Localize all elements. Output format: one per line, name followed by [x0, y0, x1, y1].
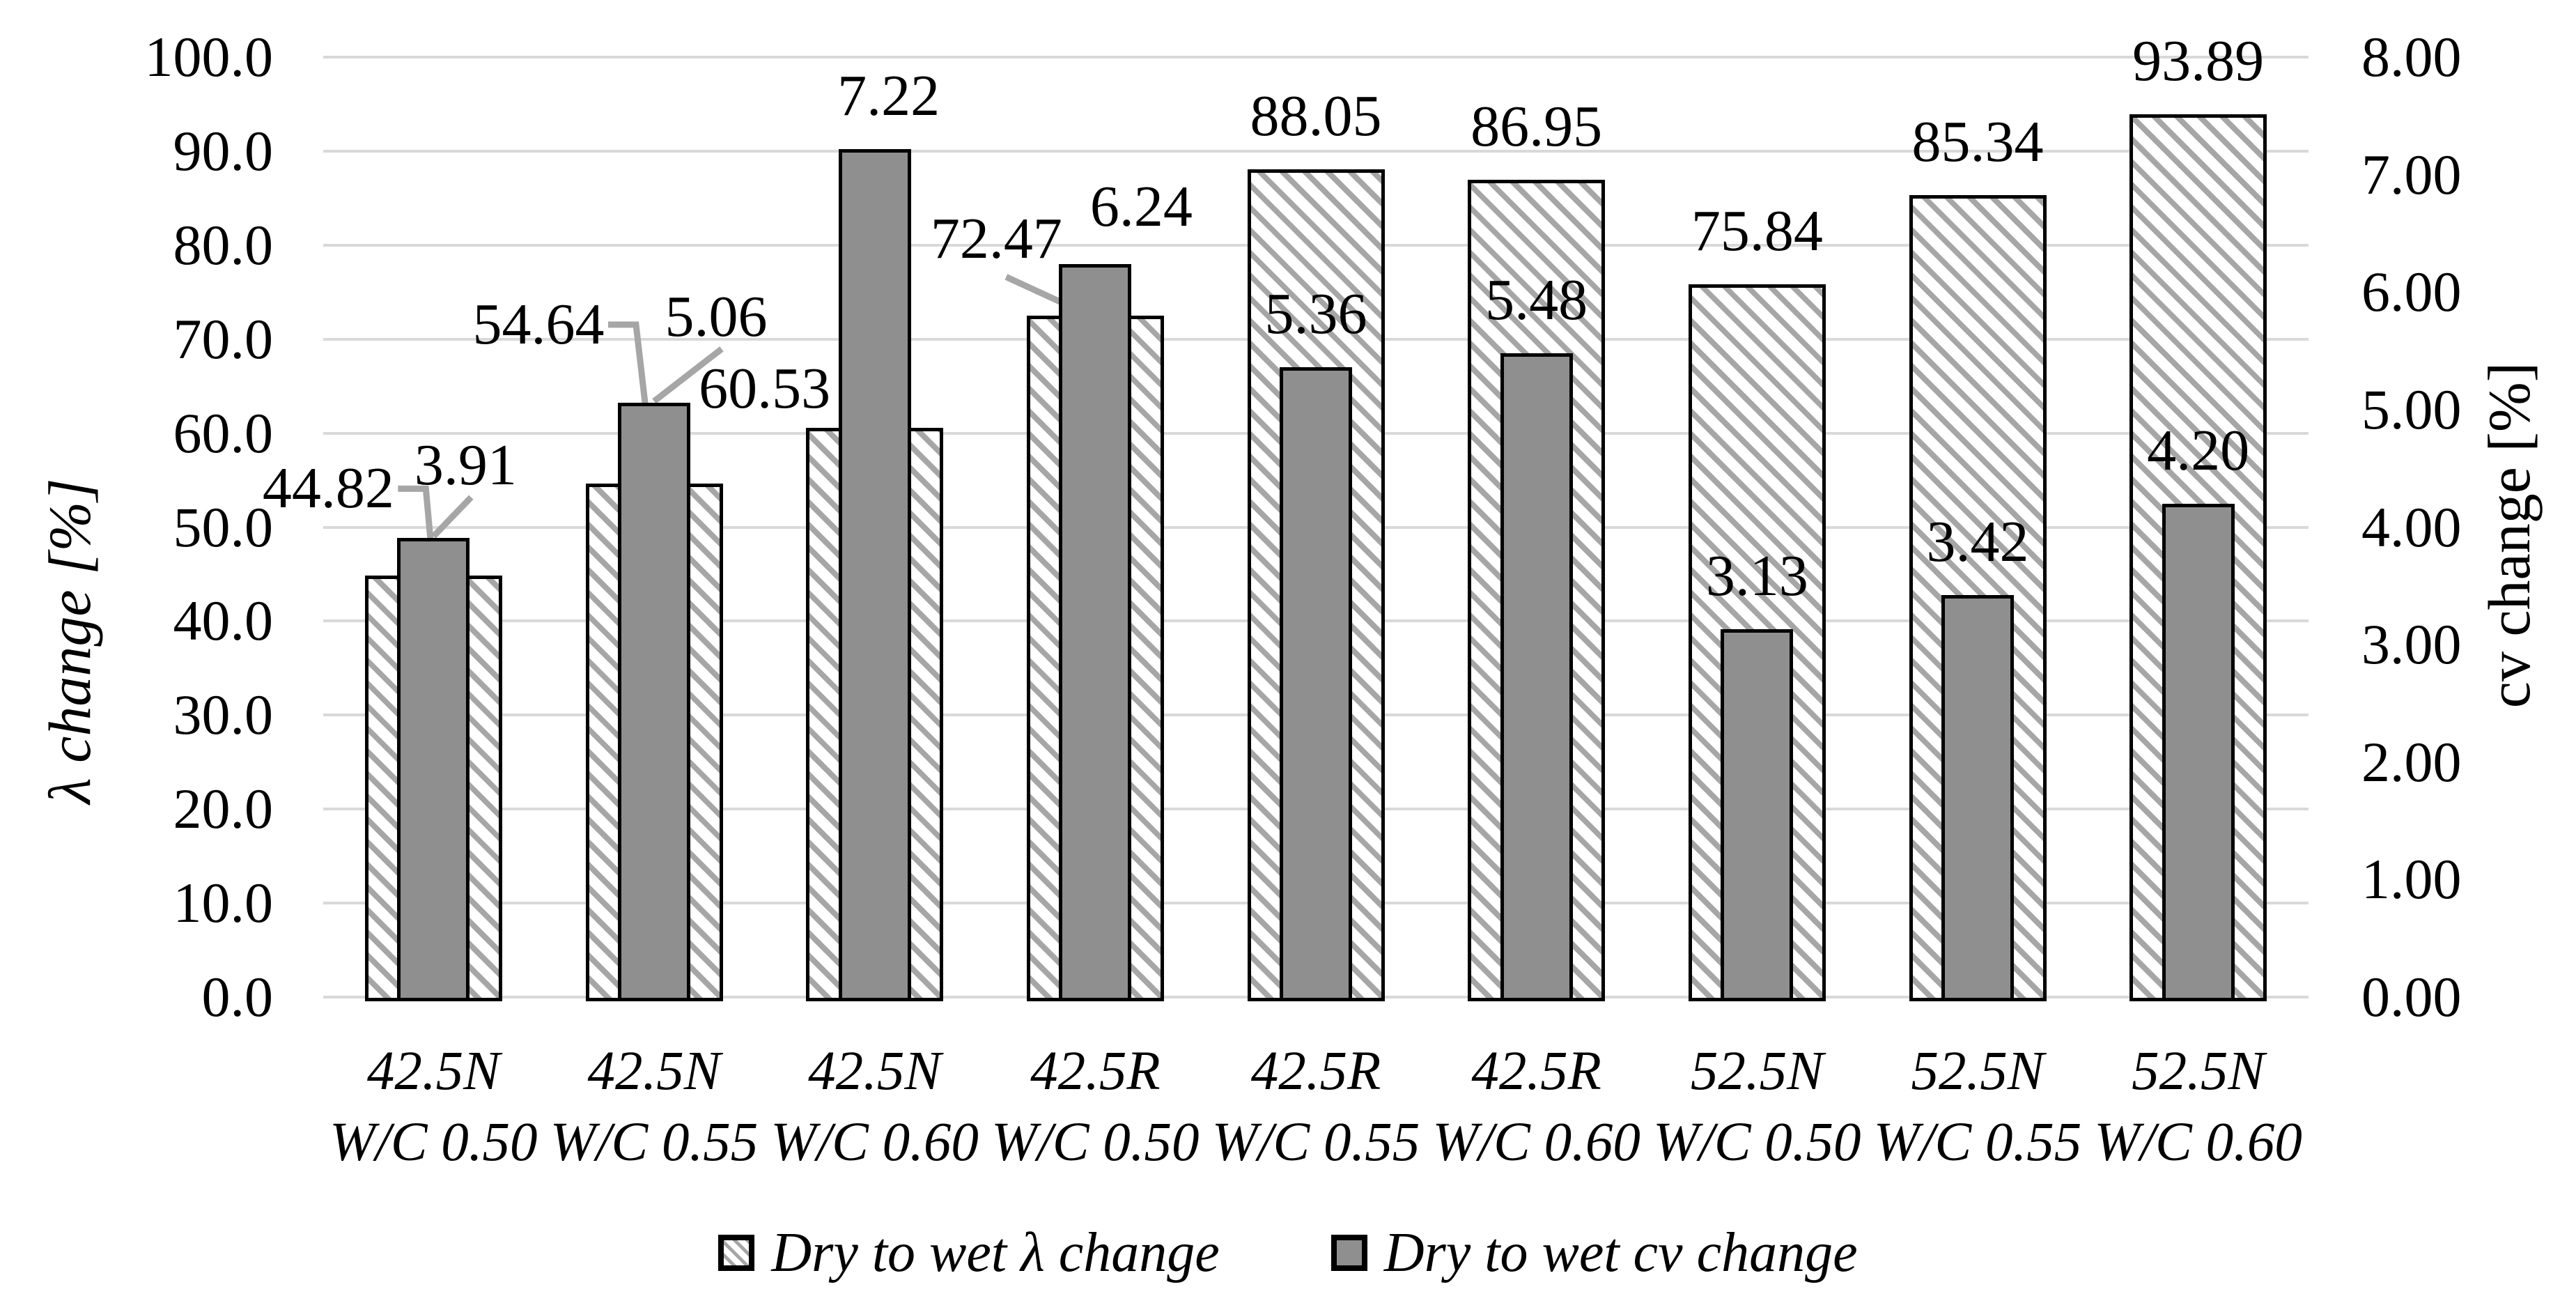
category-label: 42.5N W/C 0.60 — [770, 1041, 979, 1173]
category-label: 42.5R W/C 0.60 — [1432, 1041, 1640, 1173]
gridline — [323, 56, 2309, 59]
leader-line — [431, 495, 474, 539]
y-axis-tick-left: 100.0 — [144, 25, 274, 88]
data-label-lambda: 54.64 — [472, 291, 605, 357]
y-axis-tick-left: 80.0 — [173, 213, 274, 277]
category-label: 52.5N W/C 0.60 — [2094, 1041, 2302, 1173]
y-axis-tick-left: 40.0 — [173, 589, 274, 653]
legend-item-cv-change: Dry to wet cv change — [1330, 1222, 1858, 1283]
data-label-cv: 4.20 — [2147, 417, 2250, 483]
legend-label-lambda-change: Dry to wet λ change — [771, 1222, 1220, 1283]
data-label-lambda: 44.82 — [262, 456, 394, 521]
y-axis-tick-right: 1.00 — [2361, 847, 2462, 911]
right-axis-title: cv change [%] — [2476, 362, 2543, 709]
legend-item-lambda-change: Dry to wet λ change — [718, 1222, 1220, 1283]
data-label-lambda: 85.34 — [1911, 109, 2044, 174]
data-label-lambda: 86.95 — [1471, 94, 1603, 160]
y-axis-tick-right: 4.00 — [2361, 495, 2462, 559]
data-label-lambda: 72.47 — [930, 206, 1062, 272]
y-axis-tick-right: 5.00 — [2361, 377, 2462, 441]
y-axis-tick-left: 30.0 — [173, 683, 274, 747]
bar-cv-change — [1721, 629, 1794, 1001]
data-label-cv: 5.06 — [665, 284, 768, 349]
y-axis-tick-left: 20.0 — [173, 777, 274, 841]
data-label-cv: 3.13 — [1705, 543, 1808, 609]
category-label: 42.5R W/C 0.50 — [991, 1041, 1200, 1173]
bar-cv-change — [618, 402, 690, 1001]
gridline — [323, 149, 2309, 153]
y-axis-tick-left: 0.0 — [201, 965, 274, 1028]
left-axis-title: λ change [%] — [36, 478, 103, 804]
category-label: 42.5R W/C 0.55 — [1211, 1041, 1420, 1173]
y-axis-tick-right: 0.00 — [2361, 965, 2462, 1028]
y-axis-tick-right: 7.00 — [2361, 142, 2462, 206]
data-label-cv: 6.24 — [1089, 174, 1193, 239]
data-label-cv: 3.91 — [414, 432, 517, 498]
y-axis-tick-right: 6.00 — [2361, 260, 2462, 324]
data-label-lambda: 75.84 — [1691, 198, 1823, 263]
data-label-cv: 5.36 — [1264, 282, 1367, 347]
data-label-lambda: 60.53 — [699, 356, 831, 422]
data-label-lambda: 93.89 — [2132, 29, 2265, 94]
y-axis-tick-left: 10.0 — [173, 871, 274, 935]
y-axis-tick-left: 70.0 — [173, 307, 274, 371]
data-label-cv: 3.42 — [1926, 509, 2029, 575]
legend-swatch-solid — [1330, 1235, 1367, 1271]
legend-swatch-hatched — [718, 1235, 755, 1271]
data-label-cv: 7.22 — [837, 63, 940, 128]
bar-cv-change — [397, 537, 470, 1001]
data-label-lambda: 88.05 — [1250, 84, 1382, 149]
category-label: 42.5N W/C 0.50 — [329, 1041, 538, 1173]
category-label: 42.5N W/C 0.55 — [550, 1041, 759, 1173]
y-axis-tick-right: 2.00 — [2361, 730, 2462, 794]
category-label: 52.5N W/C 0.50 — [1653, 1041, 1861, 1173]
y-axis-tick-left: 60.0 — [173, 401, 274, 465]
legend: Dry to wet λ change Dry to wet cv change — [0, 1225, 2576, 1281]
y-axis-tick-right: 8.00 — [2361, 25, 2462, 88]
bar-cv-change — [1500, 353, 1573, 1001]
bar-cv-change — [1941, 595, 2014, 1001]
bar-cv-change — [838, 148, 911, 1001]
y-axis-tick-left: 50.0 — [173, 495, 274, 559]
legend-label-cv-change: Dry to wet cv change — [1383, 1222, 1858, 1283]
data-label-cv: 5.48 — [1485, 267, 1588, 332]
y-axis-tick-right: 3.00 — [2361, 612, 2462, 677]
bar-cv-change — [2162, 503, 2235, 1001]
bar-cv-change — [1059, 263, 1132, 1001]
category-label: 52.5N W/C 0.55 — [1873, 1041, 2082, 1173]
bar-cv-change — [1280, 367, 1352, 1001]
y-axis-tick-left: 90.0 — [173, 118, 274, 183]
